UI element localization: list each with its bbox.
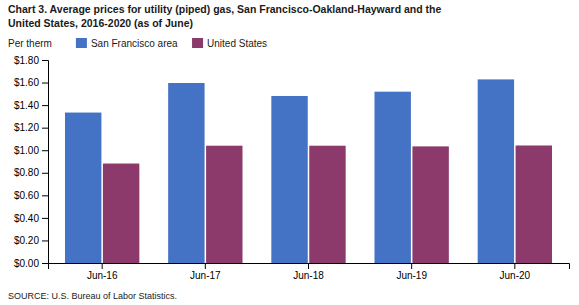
- y-tick-label: $0.20: [14, 235, 39, 246]
- bar: [168, 83, 204, 263]
- y-tick-mark: [42, 128, 48, 129]
- y-tick: $0.40: [14, 213, 48, 224]
- x-axis-line: [49, 264, 570, 270]
- bar: [271, 96, 307, 263]
- legend-swatch: [192, 38, 203, 48]
- y-tick-mark: [42, 263, 48, 264]
- y-tick-label: $1.80: [14, 55, 39, 66]
- x-tick-label: Jun-19: [396, 270, 427, 281]
- title: Chart 3. Average prices for utility (pip…: [8, 3, 441, 15]
- y-tick: $1.40: [14, 100, 48, 111]
- x-tick-label: Jun-18: [293, 270, 324, 281]
- y-axis-line: [42, 61, 49, 264]
- x-tick: Jun-16: [87, 263, 118, 281]
- bar-series: [103, 145, 552, 263]
- y-tick: $0.80: [14, 167, 48, 178]
- legend-swatch: [76, 38, 87, 48]
- bar: [65, 113, 101, 263]
- x-tick: Jun-17: [190, 263, 221, 281]
- y-tick-label: $1.40: [14, 100, 39, 111]
- x-tick: Jun-20: [500, 263, 531, 281]
- x-tick-mark: [308, 263, 309, 269]
- y-tick: $1.00: [14, 145, 48, 156]
- bar: [309, 146, 345, 263]
- title: United States, 2016-2020 (as of June): [8, 17, 193, 29]
- y-axis: $0.00 $0.20 $0.40 $0.60 $0.80 $1.00 $1.20 $1.40…: [14, 55, 49, 269]
- legend-label: United States: [207, 38, 267, 49]
- y-tick-mark: [42, 150, 48, 151]
- bar: [206, 146, 242, 263]
- bar: [412, 146, 448, 263]
- bar: [103, 164, 139, 263]
- y-tick-mark: [42, 218, 48, 219]
- x-tick-label: Jun-17: [190, 270, 221, 281]
- y-tick-label: $0.60: [14, 190, 39, 201]
- bar-series: [65, 79, 514, 263]
- x-tick-mark: [411, 263, 412, 269]
- y-tick-label: $0.00: [14, 258, 39, 269]
- x-tick-mark: [205, 263, 206, 269]
- x-tick-mark: [102, 263, 103, 269]
- x-axis: Jun-16 Jun-17 Jun-18 Jun-19 Jun-20: [49, 263, 570, 281]
- y-tick-label: $1.60: [14, 77, 39, 88]
- y-tick-mark: [42, 240, 48, 241]
- y-tick-label: $1.00: [14, 145, 39, 156]
- x-tick-label: Jun-20: [500, 270, 531, 281]
- legend: San Francisco area United States: [76, 38, 267, 49]
- x-tick-label: Jun-16: [87, 270, 118, 281]
- bar: [478, 79, 514, 263]
- bar: [516, 145, 552, 263]
- y-tick: $0.60: [14, 190, 48, 201]
- x-tick: Jun-18: [293, 263, 324, 281]
- y-axis-label: Per therm: [8, 38, 52, 49]
- bars: [65, 79, 552, 263]
- x-tick-mark: [514, 263, 515, 269]
- bar: [374, 92, 410, 263]
- y-tick-mark: [42, 105, 48, 106]
- y-tick-label: $0.80: [14, 167, 39, 178]
- y-tick: $0.00: [14, 258, 48, 269]
- y-tick: $1.80: [14, 55, 48, 66]
- y-tick-mark: [42, 195, 48, 196]
- x-tick: Jun-19: [396, 263, 427, 281]
- legend-label: San Francisco area: [91, 38, 178, 49]
- chart: Chart 3. Average prices for utility (pip…: [0, 0, 579, 305]
- y-tick-mark: [42, 83, 48, 84]
- y-tick: $0.20: [14, 235, 48, 246]
- y-tick: $1.20: [14, 122, 48, 133]
- y-tick: $1.60: [14, 77, 48, 88]
- y-tick-label: $1.20: [14, 122, 39, 133]
- y-tick-mark: [42, 60, 48, 61]
- source: SOURCE: U.S. Bureau of Labor Statistics.: [8, 291, 177, 301]
- y-tick-mark: [42, 173, 48, 174]
- y-tick-label: $0.40: [14, 213, 39, 224]
